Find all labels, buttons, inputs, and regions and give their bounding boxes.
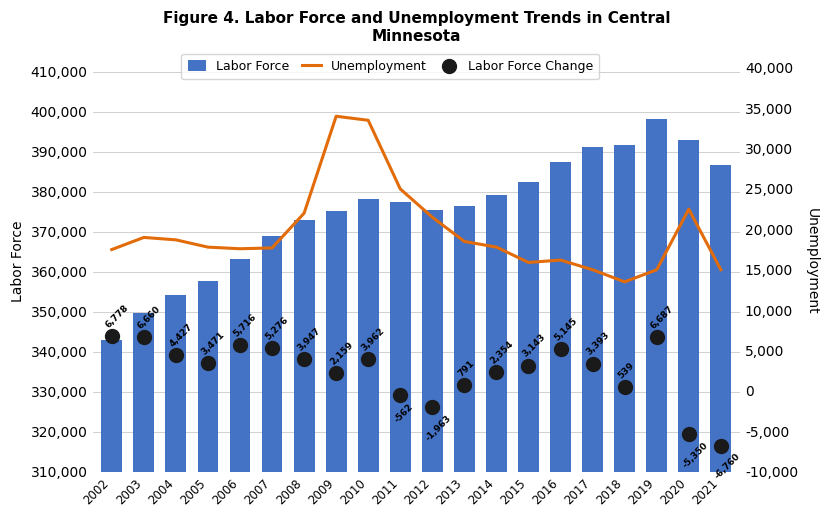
Unemployment (299, 210, 309, 217)
Labor Force Change (297, 355, 310, 363)
Labor Force Change (330, 369, 343, 378)
Text: 2,159: 2,159 (328, 340, 354, 367)
Bar (647, 119, 667, 518)
Text: 6,687: 6,687 (649, 304, 676, 330)
Bar (710, 165, 731, 518)
Bar (165, 295, 186, 518)
Unemployment (427, 214, 437, 220)
Labor Force Change (490, 368, 503, 376)
Text: 3,393: 3,393 (584, 330, 611, 357)
Title: Figure 4. Labor Force and Unemployment Trends in Central
Minnesota: Figure 4. Labor Force and Unemployment T… (163, 11, 670, 44)
Bar (230, 258, 251, 518)
Unemployment (715, 267, 725, 273)
Y-axis label: Unemployment: Unemployment (805, 208, 819, 315)
Text: 6,660: 6,660 (136, 304, 162, 330)
Labor Force Change (233, 341, 247, 349)
Unemployment (203, 244, 213, 250)
Labor Force Change (618, 382, 632, 391)
Text: 3,962: 3,962 (360, 326, 387, 352)
Unemployment (107, 247, 117, 253)
Unemployment (620, 279, 630, 285)
Labor Force Change (522, 362, 535, 370)
Text: -562: -562 (393, 402, 414, 424)
Labor Force Change (682, 430, 696, 438)
Labor Force Change (426, 402, 439, 411)
Unemployment (491, 244, 501, 250)
Labor Force Change (137, 333, 150, 341)
Unemployment (459, 238, 469, 244)
Text: 3,471: 3,471 (200, 330, 227, 356)
Bar (518, 182, 539, 518)
Text: 5,276: 5,276 (264, 315, 290, 342)
Labor Force Change (362, 355, 375, 363)
Text: 6,778: 6,778 (104, 303, 130, 329)
Unemployment (364, 117, 374, 123)
Bar (454, 206, 475, 518)
Text: 791: 791 (457, 358, 476, 378)
Bar (261, 236, 282, 518)
Bar (198, 281, 218, 518)
Unemployment (684, 206, 694, 212)
Bar (325, 211, 347, 518)
Unemployment (652, 267, 662, 273)
Unemployment (524, 260, 534, 266)
Bar (486, 195, 507, 518)
Bar (678, 140, 699, 518)
Labor Force Change (169, 351, 183, 359)
Bar (134, 313, 154, 518)
Text: -1,963: -1,963 (424, 413, 453, 442)
Text: 5,716: 5,716 (232, 312, 258, 338)
Labor Force Change (266, 344, 279, 352)
Bar (550, 162, 571, 518)
Bar (358, 199, 378, 518)
Unemployment (267, 245, 277, 251)
Line: Unemployment: Unemployment (112, 116, 720, 282)
Bar (101, 340, 122, 518)
Unemployment (139, 234, 149, 240)
Text: 539: 539 (617, 361, 637, 380)
Unemployment (235, 246, 245, 252)
Bar (614, 145, 635, 518)
Text: 5,145: 5,145 (553, 316, 579, 343)
Bar (294, 220, 315, 518)
Text: 3,143: 3,143 (520, 333, 547, 359)
Labor Force Change (554, 345, 567, 353)
Labor Force Change (105, 332, 119, 340)
Labor Force Change (393, 391, 407, 399)
Bar (390, 202, 411, 518)
Unemployment (555, 257, 565, 263)
Labor Force Change (457, 380, 471, 388)
Legend: Labor Force, Unemployment, Labor Force Change: Labor Force, Unemployment, Labor Force C… (181, 54, 599, 79)
Y-axis label: Labor Force: Labor Force (11, 221, 25, 303)
Text: -5,350: -5,350 (681, 441, 710, 470)
Unemployment (395, 186, 405, 192)
Bar (582, 148, 603, 518)
Unemployment (171, 237, 181, 243)
Bar (422, 209, 442, 518)
Labor Force Change (586, 359, 599, 368)
Unemployment (331, 113, 341, 119)
Text: 3,947: 3,947 (296, 326, 323, 353)
Unemployment (588, 267, 598, 273)
Text: 2,354: 2,354 (488, 339, 515, 365)
Labor Force Change (650, 333, 663, 341)
Labor Force Change (202, 359, 215, 367)
Text: 4,427: 4,427 (168, 322, 194, 349)
Text: -6,760: -6,760 (713, 452, 742, 481)
Labor Force Change (714, 441, 727, 450)
